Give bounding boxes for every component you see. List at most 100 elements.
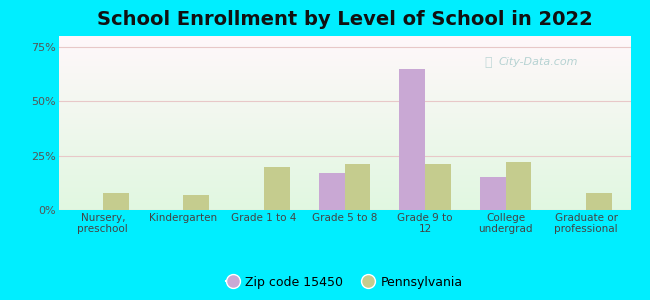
Bar — [58, 183, 630, 184]
Bar — [58, 196, 630, 197]
Bar — [58, 208, 630, 209]
Bar — [58, 115, 630, 116]
Bar — [58, 38, 630, 39]
Bar — [58, 106, 630, 107]
Bar — [58, 200, 630, 201]
Text: Ⓜ: Ⓜ — [485, 56, 492, 69]
Bar — [58, 110, 630, 111]
Bar — [58, 206, 630, 207]
Bar — [58, 61, 630, 62]
Bar — [58, 143, 630, 144]
Legend: Zip code 15450, Pennsylvania: Zip code 15450, Pennsylvania — [221, 271, 468, 294]
Bar — [58, 197, 630, 198]
Bar — [58, 167, 630, 168]
Bar — [58, 45, 630, 46]
Bar — [58, 100, 630, 101]
Bar — [58, 42, 630, 43]
Bar — [480, 177, 506, 210]
Bar — [58, 144, 630, 145]
Text: City-Data.com: City-Data.com — [499, 57, 578, 67]
Bar — [58, 162, 630, 163]
Bar — [58, 152, 630, 153]
Bar — [58, 87, 630, 88]
Bar — [58, 117, 630, 118]
Bar — [58, 107, 630, 108]
Bar — [58, 52, 630, 53]
Bar — [58, 126, 630, 127]
Bar — [58, 68, 630, 69]
Bar — [586, 193, 612, 210]
Bar — [58, 73, 630, 74]
Bar — [58, 128, 630, 129]
Bar — [58, 79, 630, 80]
Bar — [58, 55, 630, 56]
Bar — [58, 124, 630, 125]
Bar — [58, 86, 630, 87]
Bar — [58, 138, 630, 139]
Bar — [58, 51, 630, 52]
Bar — [58, 140, 630, 141]
Bar — [58, 149, 630, 150]
Bar — [58, 184, 630, 185]
Bar — [58, 66, 630, 67]
Bar — [58, 185, 630, 186]
Bar — [58, 72, 630, 73]
Bar — [58, 195, 630, 196]
Bar — [58, 64, 630, 65]
Bar — [58, 56, 630, 57]
Bar — [58, 76, 630, 77]
Bar — [58, 102, 630, 103]
Bar — [58, 98, 630, 99]
Bar — [344, 164, 370, 210]
Bar — [58, 69, 630, 70]
Bar — [58, 132, 630, 133]
Bar — [183, 195, 209, 210]
Bar — [58, 202, 630, 203]
Bar — [58, 159, 630, 160]
Bar — [58, 145, 630, 146]
Bar — [58, 96, 630, 97]
Bar — [58, 148, 630, 149]
Bar — [58, 67, 630, 68]
Bar — [58, 151, 630, 152]
Bar — [58, 139, 630, 140]
Bar — [58, 120, 630, 121]
Bar — [58, 54, 630, 55]
Bar — [58, 158, 630, 159]
Bar — [58, 103, 630, 104]
Bar — [58, 114, 630, 115]
Bar — [58, 182, 630, 183]
Bar — [58, 129, 630, 130]
Bar — [58, 198, 630, 199]
Bar — [58, 57, 630, 58]
Bar — [58, 176, 630, 177]
Bar — [58, 118, 630, 119]
Bar — [58, 168, 630, 169]
Bar — [58, 194, 630, 195]
Bar — [58, 204, 630, 205]
Bar — [58, 199, 630, 200]
Bar — [58, 155, 630, 156]
Bar — [58, 85, 630, 86]
Bar — [58, 164, 630, 165]
Bar — [58, 97, 630, 98]
Bar — [58, 156, 630, 157]
Bar — [58, 84, 630, 85]
Bar — [58, 133, 630, 134]
Bar — [58, 186, 630, 187]
Bar — [58, 161, 630, 162]
Bar — [58, 203, 630, 204]
Bar — [58, 92, 630, 93]
Bar — [58, 48, 630, 49]
Bar — [58, 174, 630, 175]
Bar — [58, 58, 630, 59]
Bar — [58, 99, 630, 100]
Bar — [58, 173, 630, 174]
Bar — [58, 105, 630, 106]
Bar — [58, 135, 630, 136]
Bar — [58, 177, 630, 178]
Bar — [58, 112, 630, 113]
Bar — [58, 82, 630, 83]
Bar — [58, 50, 630, 51]
Bar — [58, 188, 630, 189]
